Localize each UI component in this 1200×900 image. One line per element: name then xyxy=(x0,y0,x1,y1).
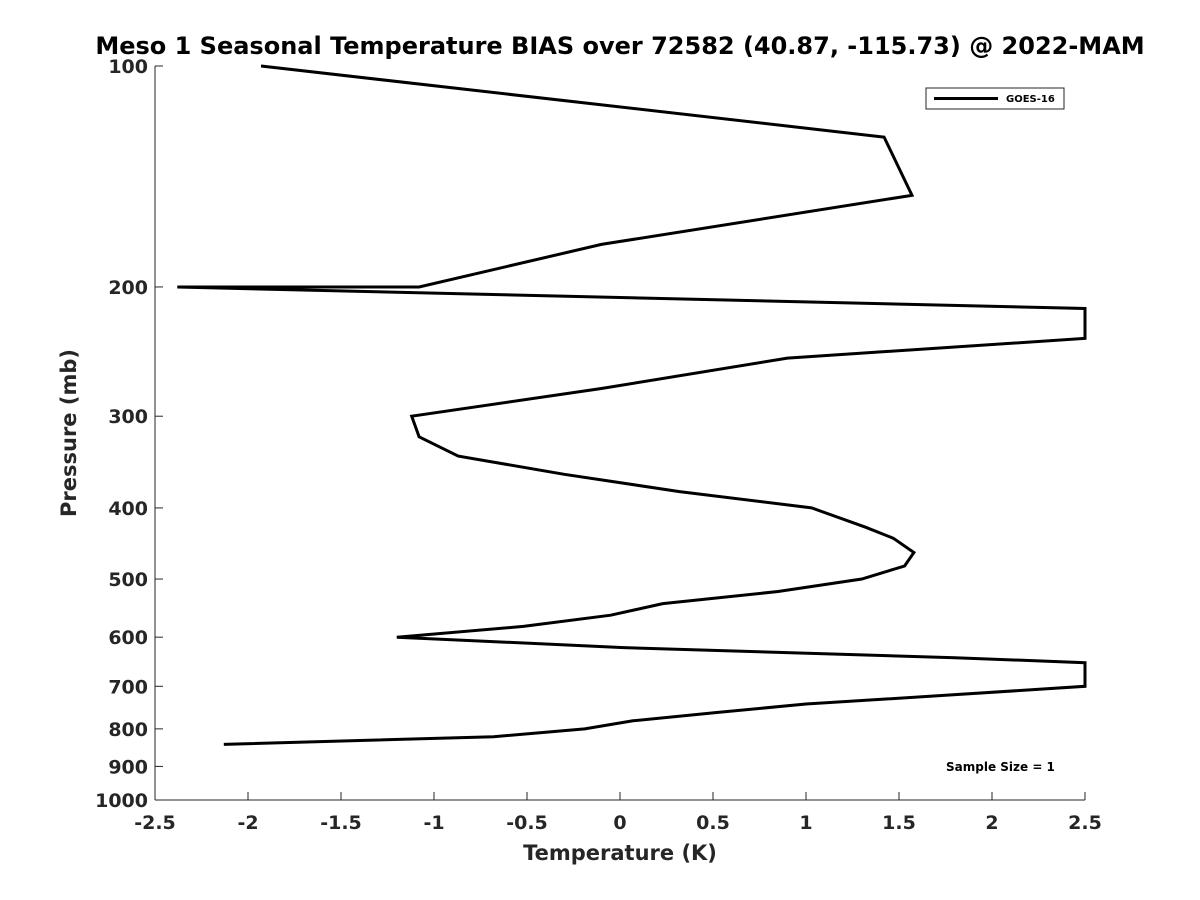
x-tick-label: -2.5 xyxy=(134,812,176,834)
x-tick-label: 2.5 xyxy=(1068,812,1102,834)
y-tick-label: 600 xyxy=(108,627,148,649)
chart-title: Meso 1 Seasonal Temperature BIAS over 72… xyxy=(95,32,1144,60)
series-layer xyxy=(177,64,1087,746)
x-tick-label: 1.5 xyxy=(882,812,916,834)
x-tick-label: -2 xyxy=(237,812,258,834)
x-tick-label: 0.5 xyxy=(696,812,730,834)
y-tick-label: 200 xyxy=(108,277,148,299)
legend: GOES-16 xyxy=(925,87,1065,110)
y-tick-label: 700 xyxy=(108,676,148,698)
x-tick-label: 1 xyxy=(799,812,812,834)
x-axis-label: Temperature (K) xyxy=(523,841,717,865)
series-line-goes-16 xyxy=(177,64,1087,746)
y-axis-ticks: 100 200 300 400 500 600 700 800 900 1000 xyxy=(95,56,163,812)
x-tick-label: 0 xyxy=(613,812,626,834)
y-tick-label: 900 xyxy=(108,756,148,778)
x-tick-label: -1.5 xyxy=(320,812,362,834)
x-axis-ticks: -2.5 -2 -1.5 -1 -0.5 0 0.5 1 1.5 2 2.5 xyxy=(134,792,1102,834)
y-tick-label: 500 xyxy=(108,569,148,591)
x-tick-label: -0.5 xyxy=(506,812,548,834)
y-tick-label: 400 xyxy=(108,498,148,520)
y-tick-label: 800 xyxy=(108,719,148,741)
x-tick-label: 2 xyxy=(985,812,998,834)
y-axis-label: Pressure (mb) xyxy=(57,349,81,517)
y-tick-label: 100 xyxy=(108,56,148,78)
sample-size-annotation: Sample Size = 1 xyxy=(946,760,1055,774)
y-tick-label: 300 xyxy=(108,406,148,428)
x-tick-label: -1 xyxy=(423,812,444,834)
legend-label-goes-16: GOES-16 xyxy=(1006,94,1055,105)
plot-area: -2.5 -2 -1.5 -1 -0.5 0 0.5 1 1.5 2 2.5 100 200 300 40… xyxy=(95,56,1102,834)
y-tick-label: 1000 xyxy=(95,790,148,812)
